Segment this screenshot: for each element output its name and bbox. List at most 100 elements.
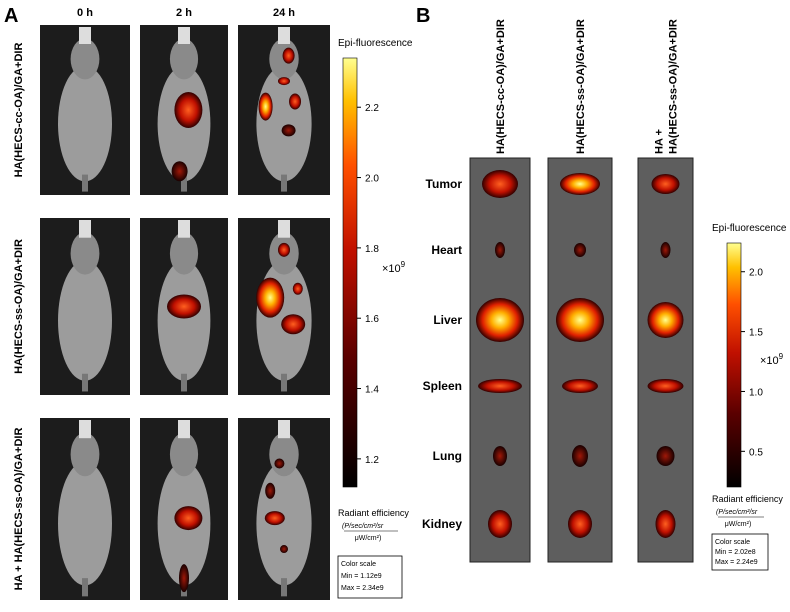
scale-box-min: Min = 1.12e9 [341, 573, 382, 580]
colorbar-tick-label: 1.5 [749, 328, 763, 339]
colorbar-tick-label: 1.0 [749, 387, 763, 398]
scale-box-title: Color scale [715, 539, 750, 546]
mouse-tail [82, 578, 88, 597]
fluorescence [171, 161, 188, 182]
colorbar-tick-label: 2.0 [749, 268, 763, 279]
organ-label: Tumor [426, 177, 463, 191]
multiplier: ×109 [382, 260, 406, 275]
mouse-body [256, 461, 312, 586]
nose-cone [278, 420, 290, 439]
fluorescence [574, 243, 586, 257]
fluorescence [651, 174, 680, 194]
colorbar-tick-label: 1.4 [365, 385, 379, 396]
group-label: HA(HECS-ss-OA)/GA+DIR [575, 19, 587, 154]
organ-label: Kidney [422, 517, 462, 531]
fluorescence [556, 298, 604, 342]
fluorescence [179, 564, 189, 593]
unit-title: Radiant efficiency [712, 494, 783, 504]
scale-box-max: Max = 2.24e9 [715, 559, 758, 566]
mouse-tail [181, 373, 187, 392]
fluorescence [281, 124, 296, 137]
fluorescence [647, 379, 684, 393]
mouse-tail [281, 373, 287, 392]
fluorescence [292, 282, 303, 295]
nose-cone [278, 220, 290, 238]
fluorescence [560, 173, 600, 195]
nose-cone [178, 420, 190, 439]
fluorescence [660, 242, 671, 258]
group-label: HA(HECS-cc-OA)/GA+DIR [495, 19, 507, 154]
group-label: HA + [654, 129, 666, 154]
panel-label: A [4, 5, 18, 27]
fluorescence [174, 506, 203, 531]
mouse-head [169, 38, 199, 80]
mouse-tail [281, 174, 287, 192]
scale-box-min: Min = 2.02e8 [715, 549, 756, 556]
fluorescence [568, 510, 592, 538]
fluorescence [656, 446, 675, 466]
fluorescence [278, 77, 290, 86]
mouse-tail [82, 174, 88, 192]
fluorescence [655, 510, 676, 538]
colorbar-tick-label: 0.5 [749, 447, 763, 458]
fluorescence [647, 302, 684, 338]
colorbar-tick-label: 1.8 [365, 244, 379, 255]
colorbar-title: Epi-fluorescence [712, 223, 787, 234]
group-label: HA(HECS-ss-OA)/GA+DIR [13, 239, 25, 374]
organ-label: Liver [433, 313, 462, 327]
mouse-tail [281, 578, 287, 597]
organ-strip [469, 157, 531, 563]
scale-box [337, 555, 403, 599]
organ-label: Spleen [423, 379, 462, 393]
images [40, 25, 694, 600]
mouse-body [157, 260, 211, 381]
mouse-head [70, 432, 100, 477]
fluorescence [572, 445, 588, 467]
multiplier-base: ×10 [382, 263, 401, 275]
organ-label: Heart [431, 243, 462, 257]
colorbar-tick-label: 2.2 [365, 103, 379, 114]
time-label: 24 h [273, 7, 295, 19]
fluorescence [478, 379, 522, 393]
multiplier-exponent: 9 [779, 352, 784, 361]
organ-strip [547, 157, 613, 563]
mouse-body [58, 461, 112, 586]
group-label: HA(HECS-ss-OA)/GA+DIR [668, 19, 680, 154]
fluorescence [488, 510, 512, 538]
fluorescence [256, 277, 285, 318]
scale-box [711, 533, 769, 571]
fluorescence [278, 242, 290, 257]
panel-label: B [416, 5, 430, 27]
group-label: HA + HA(HECS-ss-OA)/GA+DIR [13, 428, 25, 591]
nose-cone [178, 220, 190, 238]
multiplier-exponent: 9 [401, 260, 406, 269]
fluorescence [280, 545, 288, 554]
fluorescence [562, 379, 598, 393]
fluorescence [495, 242, 505, 258]
unit-title: Radiant efficiency [338, 508, 409, 518]
colorbar [726, 242, 742, 488]
mouse-head [269, 432, 299, 477]
colorbar-tick-label: 1.6 [365, 314, 379, 325]
unit-numerator: (P/sec/cm²/sr [342, 523, 384, 530]
fluorescence [482, 170, 518, 198]
mouse-body [58, 260, 112, 381]
organ-label: Lung [433, 449, 462, 463]
colorbar-tick-label: 1.2 [365, 455, 379, 466]
nose-cone [178, 27, 190, 44]
fluorescence [289, 93, 302, 110]
mouse-head [70, 232, 100, 275]
fluorescence [281, 314, 306, 335]
unit-denominator: μW/cm²) [355, 535, 382, 542]
mouse-tail [82, 373, 88, 392]
colorbar [342, 57, 358, 488]
fluorescence [282, 47, 295, 64]
fluorescence [274, 458, 285, 469]
scale-box-max: Max = 2.34e9 [341, 585, 384, 592]
fluorescence [174, 92, 203, 128]
organ-strip [637, 157, 694, 563]
multiplier: ×109 [760, 352, 784, 367]
nose-cone [79, 420, 91, 439]
mouse-head [169, 232, 199, 275]
